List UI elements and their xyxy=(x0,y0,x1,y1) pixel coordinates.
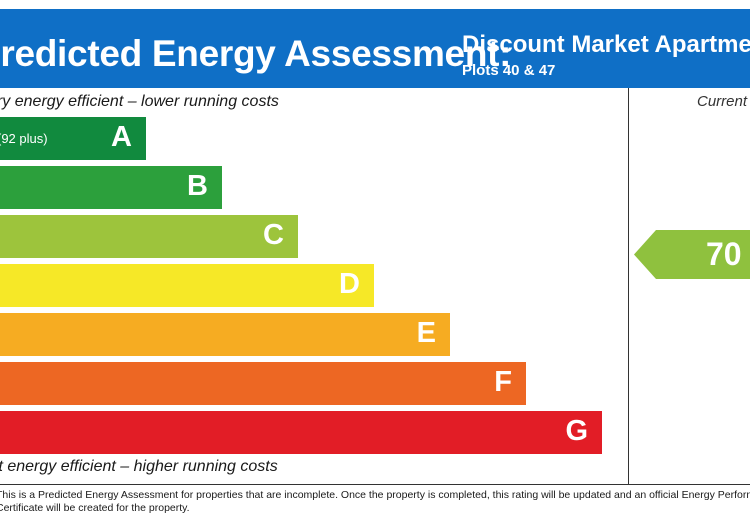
band-a: (92 plus) A xyxy=(0,117,146,160)
band-b: B xyxy=(0,166,222,209)
footnote-line-2: Certificate will be created for the prop… xyxy=(0,502,190,514)
page-title: Predicted Energy Assessment: xyxy=(0,33,512,74)
bottom-rule xyxy=(0,484,750,485)
band-letter: A xyxy=(111,121,132,153)
band-range-label: (92 plus) xyxy=(0,131,48,146)
plots-label: Plots 40 & 47 xyxy=(462,62,556,79)
band-c: C xyxy=(0,215,298,258)
project-name: Discount Market Apartments xyxy=(462,31,750,58)
band-g: G xyxy=(0,411,602,454)
footnote-line-1: This is a Predicted Energy Assessment fo… xyxy=(0,489,750,501)
inefficient-caption: Not energy efficient – higher running co… xyxy=(0,458,278,475)
band-d: D xyxy=(0,264,374,307)
band-letter: E xyxy=(416,317,436,349)
header-banner: Predicted Energy Assessment: Discount Ma… xyxy=(0,9,750,88)
band-letter: B xyxy=(187,170,208,202)
band-e: E xyxy=(0,313,450,356)
band-letter: G xyxy=(565,415,588,447)
band-letter: D xyxy=(339,268,360,300)
band-f: F xyxy=(0,362,526,405)
footnote: This is a Predicted Energy Assessment fo… xyxy=(0,489,750,515)
current-rating-arrow xyxy=(634,230,750,279)
efficient-caption: Very energy efficient – lower running co… xyxy=(0,93,279,110)
band-letter: C xyxy=(263,219,284,251)
band-letter: F xyxy=(494,366,512,398)
current-column-header: Current xyxy=(697,93,748,110)
current-rating-value: 70 xyxy=(706,236,742,272)
column-divider xyxy=(628,88,629,484)
current-rating-shape xyxy=(634,230,750,279)
